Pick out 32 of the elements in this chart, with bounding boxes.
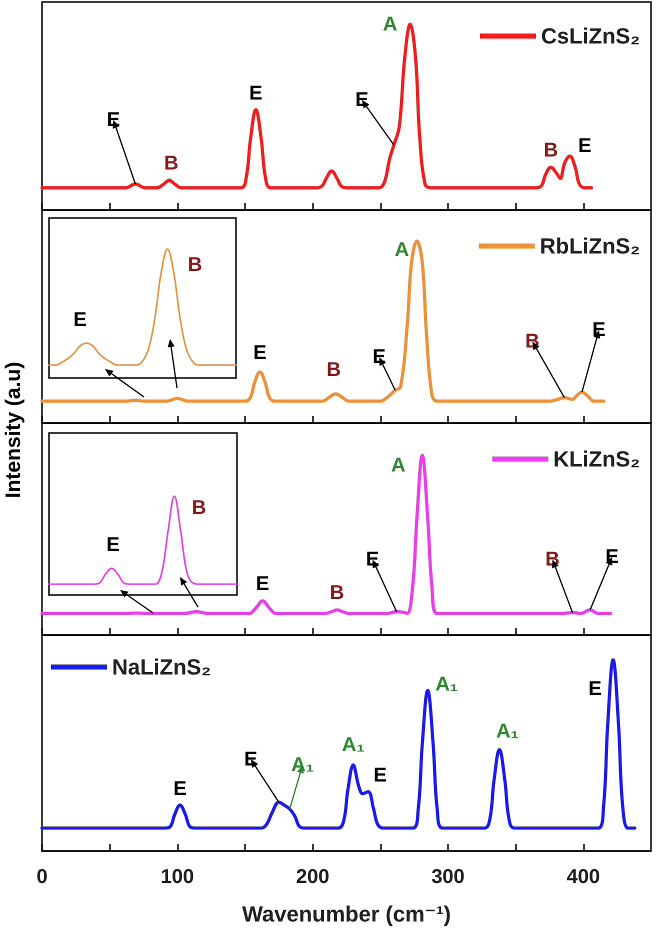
x-tick-label: 0 — [36, 866, 48, 888]
annotation: E — [253, 342, 267, 364]
annotation: A₁ — [342, 734, 365, 756]
annotation: B — [544, 139, 558, 162]
legend-label: CsLiZnS₂ — [541, 24, 640, 48]
annotation: E — [249, 82, 262, 105]
x-axis-title: Wavenumber (cm⁻¹) — [242, 902, 451, 926]
annotation: A — [382, 13, 398, 36]
annotation: A₁ — [435, 673, 458, 696]
annotation: E — [578, 135, 592, 158]
x-tick-label: 100 — [160, 866, 194, 888]
annotation: B — [188, 254, 202, 276]
annotation: B — [330, 582, 344, 604]
legend-label: KLiZnS₂ — [553, 446, 640, 472]
annotation: E — [73, 309, 87, 331]
legend-label: NaLiZnS₂ — [112, 654, 211, 680]
y-axis-title: Intensity (a.u) — [2, 362, 26, 498]
annotation: E — [588, 678, 602, 700]
annotation: A₁ — [496, 720, 519, 743]
annotation: E — [173, 778, 187, 800]
x-tick-label: 300 — [431, 866, 465, 888]
legend-label: RbLiZnS₂ — [540, 234, 640, 258]
annotation: A — [391, 454, 406, 476]
annotation: A — [394, 238, 410, 261]
annotation: E — [256, 572, 270, 595]
annotation: E — [106, 534, 120, 556]
annotation: E — [373, 764, 387, 787]
annotation: B — [164, 152, 178, 174]
x-tick-label: 400 — [566, 866, 600, 888]
annotation: B — [326, 358, 341, 381]
annotation: B — [192, 497, 206, 519]
x-tick-label: 200 — [296, 866, 330, 888]
